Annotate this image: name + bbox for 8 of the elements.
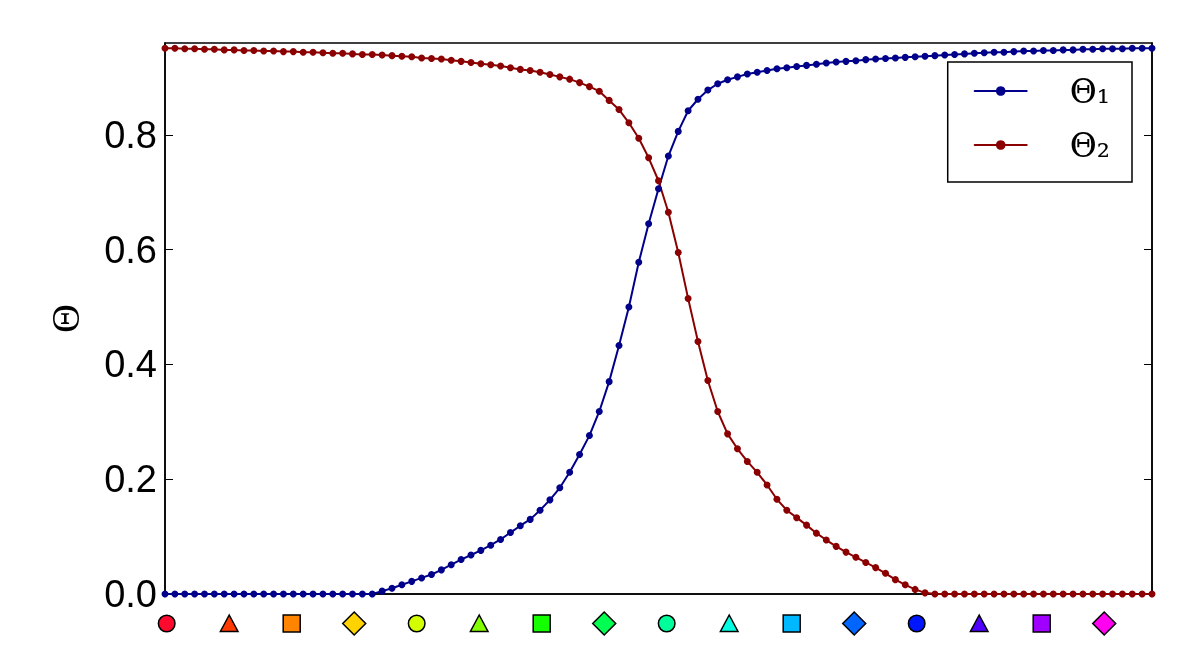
y-tick-label: 0.8	[104, 113, 157, 156]
y-tick-label: 0.6	[104, 228, 157, 271]
y-tick-label: 0.2	[104, 458, 157, 501]
legend-label: Θ₂	[1069, 125, 1111, 165]
y-tick-label: 0.4	[104, 343, 157, 386]
y-tick-label: 0.0	[104, 573, 157, 615]
legend-label: Θ₁	[1069, 71, 1111, 111]
y-axis-title: Θ	[42, 304, 88, 333]
